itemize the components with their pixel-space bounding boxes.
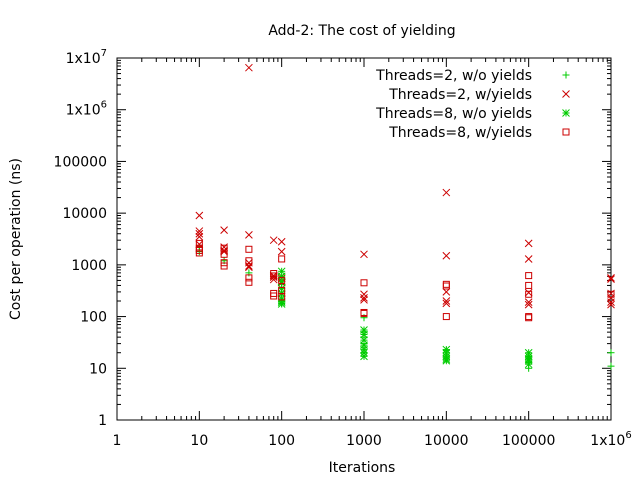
x-tick-label: 1x106 [590, 430, 631, 449]
data-point [269, 275, 278, 284]
y-tick-label: 1000 [71, 258, 107, 274]
legend-marker [562, 128, 570, 136]
data-point [442, 297, 451, 305]
data-point [278, 276, 286, 284]
y-tick-label: 10 [89, 361, 107, 377]
data-point [360, 290, 368, 299]
series-2 [195, 63, 615, 309]
x-tick-label: 100000 [502, 433, 555, 449]
y-tick-label: 1x106 [66, 100, 107, 119]
data-point [195, 227, 204, 235]
y-tick-label: 100000 [54, 154, 107, 170]
data-point [360, 294, 368, 302]
legend-marker [562, 90, 570, 98]
data-point [607, 300, 615, 309]
data-point [360, 250, 368, 259]
data-point [442, 288, 451, 296]
data-point [524, 298, 533, 307]
data-point [524, 239, 533, 248]
data-point [277, 300, 286, 308]
y-tick-label: 1x107 [66, 48, 107, 67]
y-axis-label: Cost per operation (ns) [8, 158, 24, 320]
data-point [245, 257, 253, 265]
x-tick-label: 10 [190, 433, 208, 449]
data-point [220, 226, 228, 234]
data-point [360, 296, 368, 304]
series-4 [195, 239, 615, 322]
data-point [360, 309, 368, 317]
data-point [442, 188, 451, 197]
data-points [195, 63, 615, 372]
data-point [220, 262, 228, 270]
data-point [278, 255, 286, 263]
plot-area [116, 57, 612, 421]
data-point [220, 250, 228, 258]
series-3 [277, 267, 533, 369]
data-point [195, 249, 203, 257]
data-point [245, 245, 253, 253]
data-point [360, 352, 368, 361]
data-point [245, 231, 253, 239]
data-point [442, 280, 450, 288]
data-point [524, 300, 533, 309]
data-point [195, 229, 204, 238]
data-point [607, 275, 615, 283]
x-tick-label: 10000 [424, 433, 469, 449]
legend-marker [562, 109, 570, 117]
y-tick-label: 1 [98, 413, 107, 429]
data-point [607, 298, 615, 307]
data-point [442, 299, 451, 308]
data-point [442, 356, 451, 365]
legend-label: Threads=8, w/yields [388, 125, 532, 141]
x-axis-label: Iterations [329, 460, 396, 476]
data-point [195, 232, 204, 241]
data-point [607, 290, 615, 298]
axis-ticks: 1 10 100 1000 10000 100000 1x106 1 10 100 1000 1000… [54, 48, 632, 449]
x-tick-label: 1 [113, 433, 122, 449]
data-point [195, 239, 203, 247]
x-tick-label: 100 [268, 433, 295, 449]
data-point [525, 281, 533, 289]
data-point [525, 272, 533, 280]
data-point [245, 274, 253, 282]
data-point [270, 292, 278, 300]
data-point [277, 247, 286, 256]
data-point [245, 263, 253, 272]
data-point [524, 255, 533, 263]
data-point [607, 362, 615, 370]
y-tick-label: 100 [80, 310, 107, 326]
data-point [277, 237, 286, 246]
data-point [269, 236, 278, 245]
legend-label: Threads=2, w/yields [388, 87, 532, 103]
data-point [607, 274, 615, 282]
plot-frame [116, 57, 612, 421]
legend: Threads=2, w/o yields Threads=2, w/yields… [375, 68, 570, 141]
data-point [442, 348, 451, 357]
data-point [245, 278, 253, 286]
data-point [278, 293, 286, 301]
data-point [220, 246, 228, 255]
data-point [245, 63, 253, 72]
data-point [524, 288, 533, 297]
data-point [442, 251, 451, 260]
data-point [360, 279, 368, 287]
data-point [607, 349, 615, 357]
data-point [195, 211, 204, 220]
chart-title: Add-2: The cost of yielding [268, 23, 455, 39]
legend-label: Threads=8, w/o yields [375, 106, 532, 122]
data-point [525, 290, 533, 298]
data-point [442, 282, 450, 290]
data-point [442, 313, 450, 321]
legend-marker [562, 71, 570, 79]
data-point [270, 272, 278, 280]
x-tick-label: 1000 [346, 433, 382, 449]
data-point [524, 360, 533, 369]
series-1 [195, 243, 615, 372]
data-point [525, 314, 533, 322]
legend-label: Threads=2, w/o yields [375, 68, 532, 84]
y-tick-label: 10000 [62, 206, 107, 222]
